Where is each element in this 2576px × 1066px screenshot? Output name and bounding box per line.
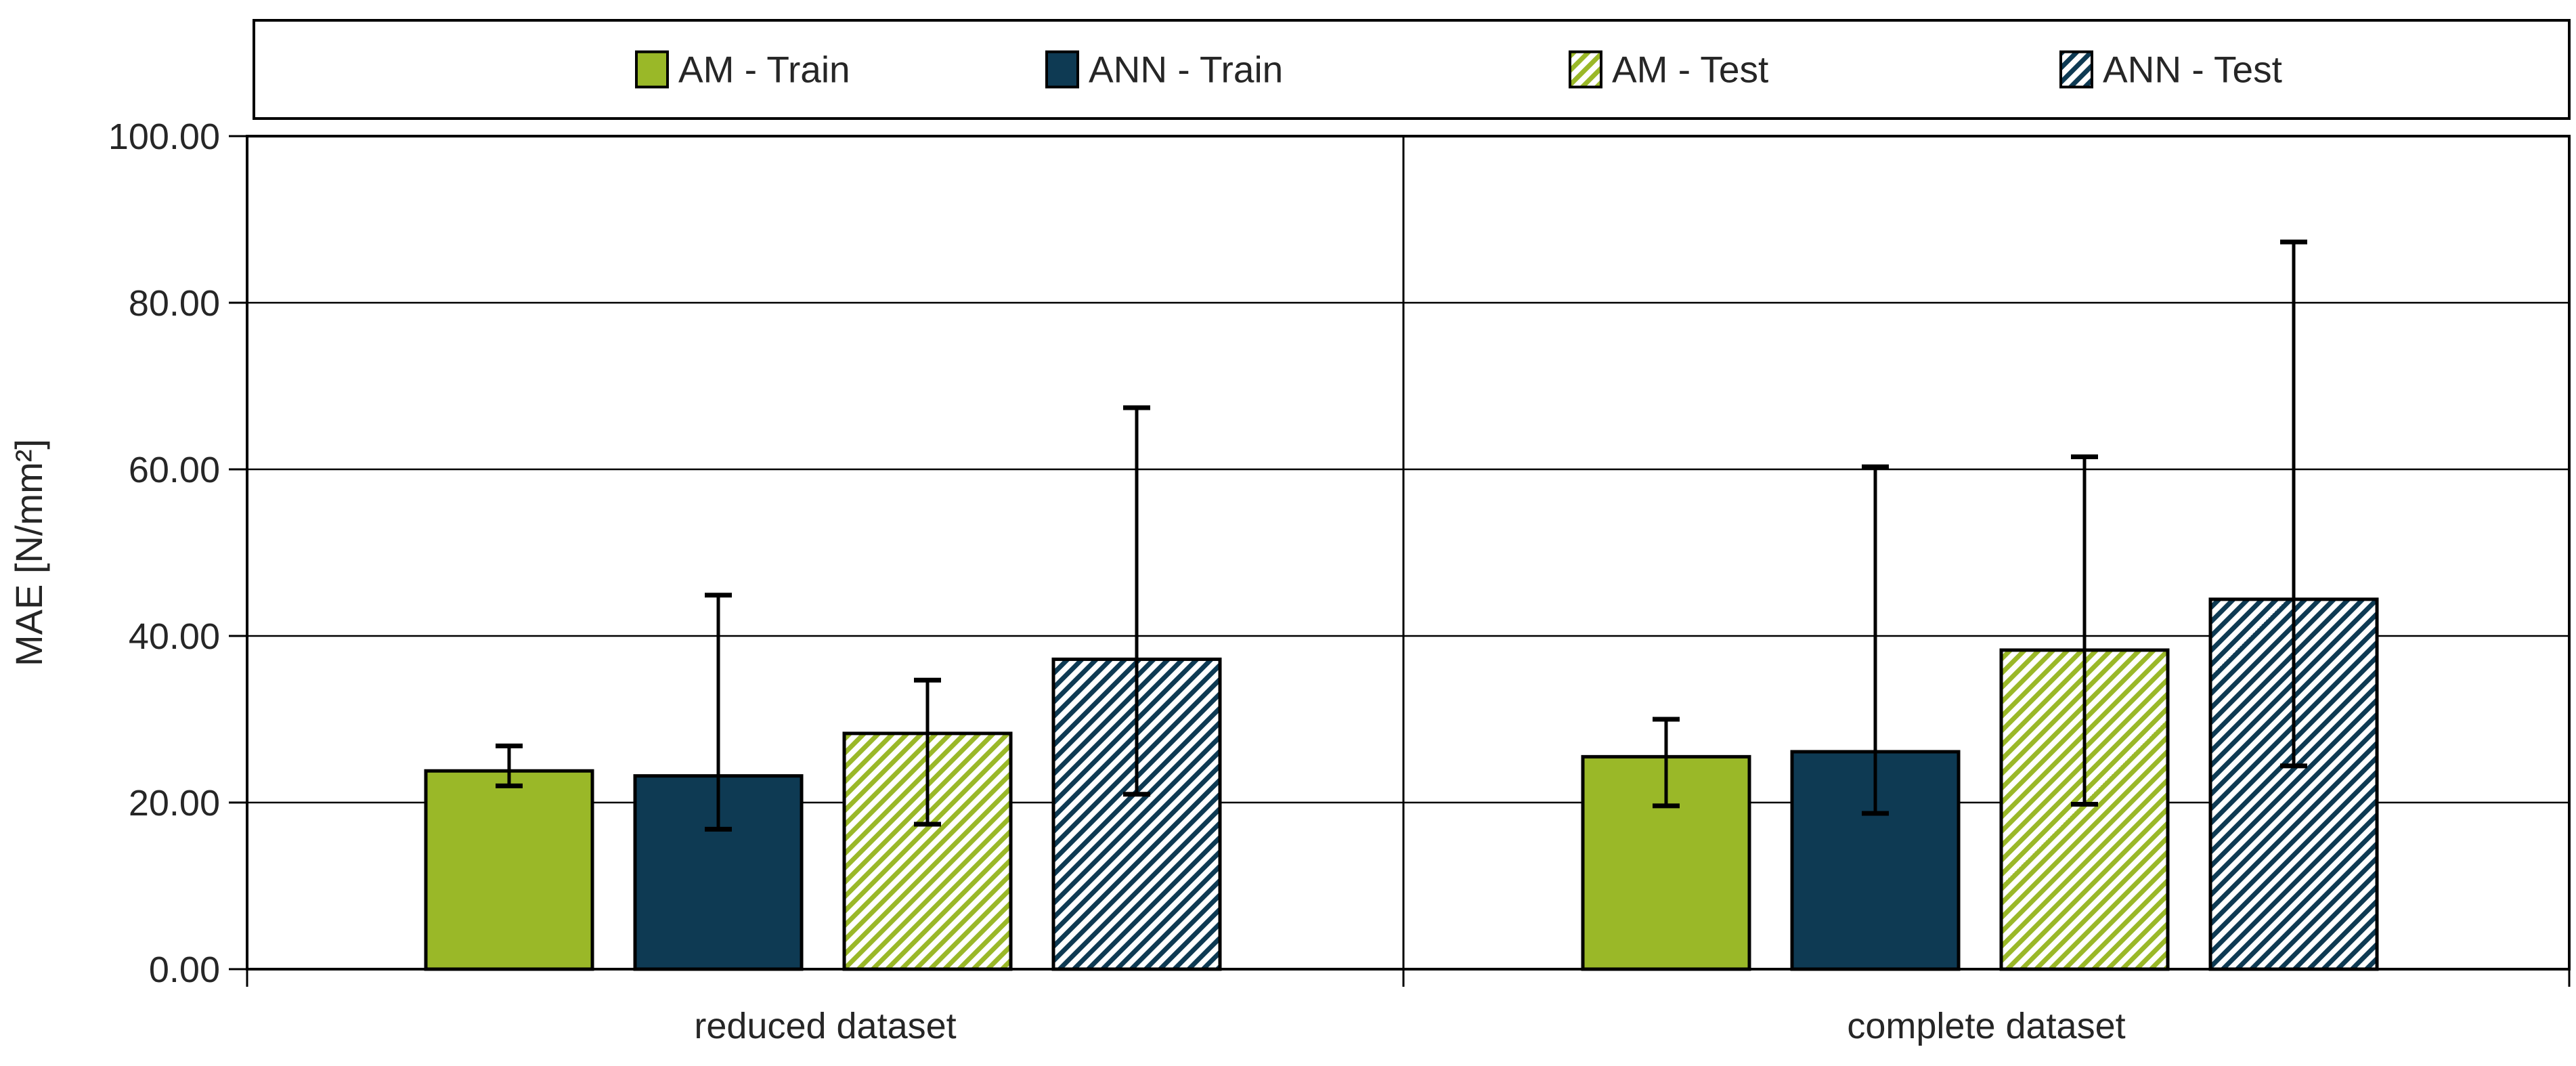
error-bar xyxy=(914,677,941,827)
legend-swatch-am-test xyxy=(1569,50,1602,89)
legend-label: AM - Train xyxy=(678,49,850,91)
category-label: complete dataset xyxy=(1847,1006,2125,1046)
plot-border xyxy=(246,135,2571,971)
legend-item: AM - Test xyxy=(1569,49,1768,91)
legend-label: AM - Test xyxy=(1612,49,1768,91)
legend: AM - Train ANN - Train AM - Test ANN - Test xyxy=(253,19,2571,120)
legend-swatch-am-train xyxy=(635,50,669,89)
error-bar xyxy=(1653,717,1680,809)
error-bar xyxy=(705,593,732,832)
legend-item: AM - Train xyxy=(635,49,850,91)
error-bar xyxy=(496,743,523,788)
legend-item: ANN - Test xyxy=(2059,49,2282,91)
error-bar xyxy=(1123,405,1150,797)
legend-swatch-ann-train xyxy=(1045,50,1079,89)
category-label: reduced dataset xyxy=(694,1006,956,1046)
gridlines xyxy=(247,301,2569,804)
bar-am-train-reduced xyxy=(424,769,594,971)
y-tick-label: 40.00 xyxy=(129,616,220,657)
y-tick-label: 60.00 xyxy=(129,450,220,490)
y-tick-label: 0.00 xyxy=(149,950,220,990)
error-bar xyxy=(1862,464,1889,816)
y-tick-label: 80.00 xyxy=(129,283,220,324)
legend-label: ANN - Train xyxy=(1089,49,1283,91)
bars xyxy=(424,239,2379,971)
legend-swatch-ann-test xyxy=(2059,50,2093,89)
y-tick-label: 100.00 xyxy=(108,116,220,157)
error-bar xyxy=(2280,239,2307,769)
error-bar xyxy=(2071,454,2098,807)
axis-ticks xyxy=(229,135,2571,987)
legend-item: ANN - Train xyxy=(1045,49,1283,91)
y-axis-labels: 0.00 20.00 40.00 60.00 80.00 100.00 xyxy=(108,116,220,990)
legend-label: ANN - Test xyxy=(2103,49,2282,91)
y-tick-label: 20.00 xyxy=(129,783,220,824)
y-axis-title: MAE [N/mm²] xyxy=(7,439,50,666)
